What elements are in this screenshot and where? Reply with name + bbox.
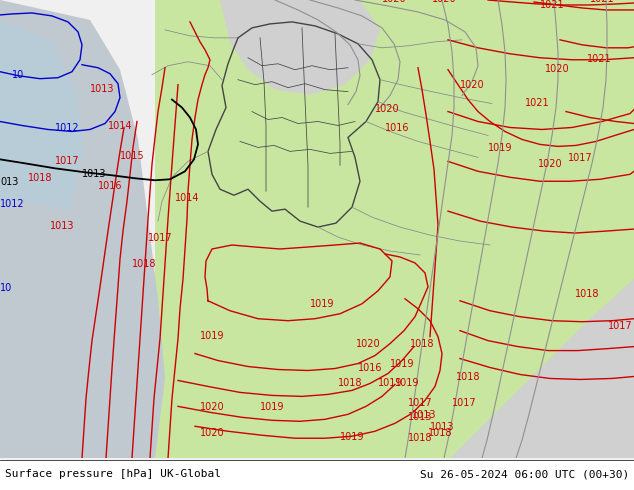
Polygon shape: [155, 0, 634, 458]
Text: 1012: 1012: [0, 199, 25, 209]
Text: 1019: 1019: [378, 378, 403, 389]
Text: 1018: 1018: [456, 372, 481, 383]
Text: 1018: 1018: [132, 259, 157, 269]
Text: 1012: 1012: [55, 123, 80, 133]
Text: 1016: 1016: [385, 123, 410, 133]
Text: 1016: 1016: [98, 181, 122, 191]
Text: 1014: 1014: [108, 122, 133, 131]
Text: 1018: 1018: [408, 433, 432, 443]
Text: Surface pressure [hPa] UK-Global: Surface pressure [hPa] UK-Global: [5, 469, 221, 479]
Text: 1015: 1015: [120, 151, 145, 161]
Text: 1020: 1020: [460, 80, 484, 90]
Text: 013: 013: [0, 177, 18, 187]
Text: 1020: 1020: [545, 64, 569, 74]
Text: 1013: 1013: [82, 169, 107, 179]
Text: 1019: 1019: [200, 331, 224, 341]
Text: 1013: 1013: [412, 410, 436, 420]
Polygon shape: [220, 0, 380, 95]
Text: 1017: 1017: [55, 156, 80, 166]
Text: 1013: 1013: [408, 412, 432, 422]
Text: 1013: 1013: [430, 422, 455, 432]
Text: 1021: 1021: [587, 54, 612, 64]
Text: 1013: 1013: [90, 84, 115, 94]
Text: 1019: 1019: [340, 432, 365, 442]
Text: 1017: 1017: [148, 233, 172, 243]
Text: 1017: 1017: [452, 398, 477, 408]
Text: 1020: 1020: [538, 159, 562, 170]
Text: 1018: 1018: [575, 289, 600, 299]
Polygon shape: [450, 279, 634, 458]
Text: 1017: 1017: [408, 398, 432, 408]
Text: 1019: 1019: [260, 402, 285, 413]
Text: 1018: 1018: [28, 173, 53, 183]
Text: 1019: 1019: [395, 378, 420, 389]
Text: 1019: 1019: [488, 144, 512, 153]
Text: Su 26-05-2024 06:00 UTC (00+30): Su 26-05-2024 06:00 UTC (00+30): [420, 469, 629, 479]
Text: 1021: 1021: [525, 98, 550, 108]
Text: 1017: 1017: [568, 153, 593, 163]
Text: 1021: 1021: [540, 0, 565, 10]
Text: 1020: 1020: [200, 402, 224, 413]
Text: 1020: 1020: [382, 0, 406, 4]
Text: 1017: 1017: [608, 320, 633, 331]
Polygon shape: [0, 0, 165, 458]
Text: 1020: 1020: [200, 428, 224, 438]
Text: 1013: 1013: [50, 221, 75, 231]
Text: 1020: 1020: [432, 0, 456, 4]
Text: 1020: 1020: [356, 339, 380, 348]
Text: 1019: 1019: [310, 299, 335, 309]
Text: 1016: 1016: [358, 363, 382, 372]
Text: 1018: 1018: [410, 339, 434, 348]
Text: 1014: 1014: [175, 193, 200, 203]
Text: 1021: 1021: [590, 0, 614, 4]
Text: 1020: 1020: [375, 103, 399, 114]
Polygon shape: [0, 20, 85, 209]
Text: 1018: 1018: [428, 428, 453, 438]
Text: 1019: 1019: [390, 359, 415, 368]
Text: 1018: 1018: [338, 378, 363, 389]
Text: 10: 10: [12, 70, 24, 80]
Text: 10: 10: [0, 283, 12, 293]
